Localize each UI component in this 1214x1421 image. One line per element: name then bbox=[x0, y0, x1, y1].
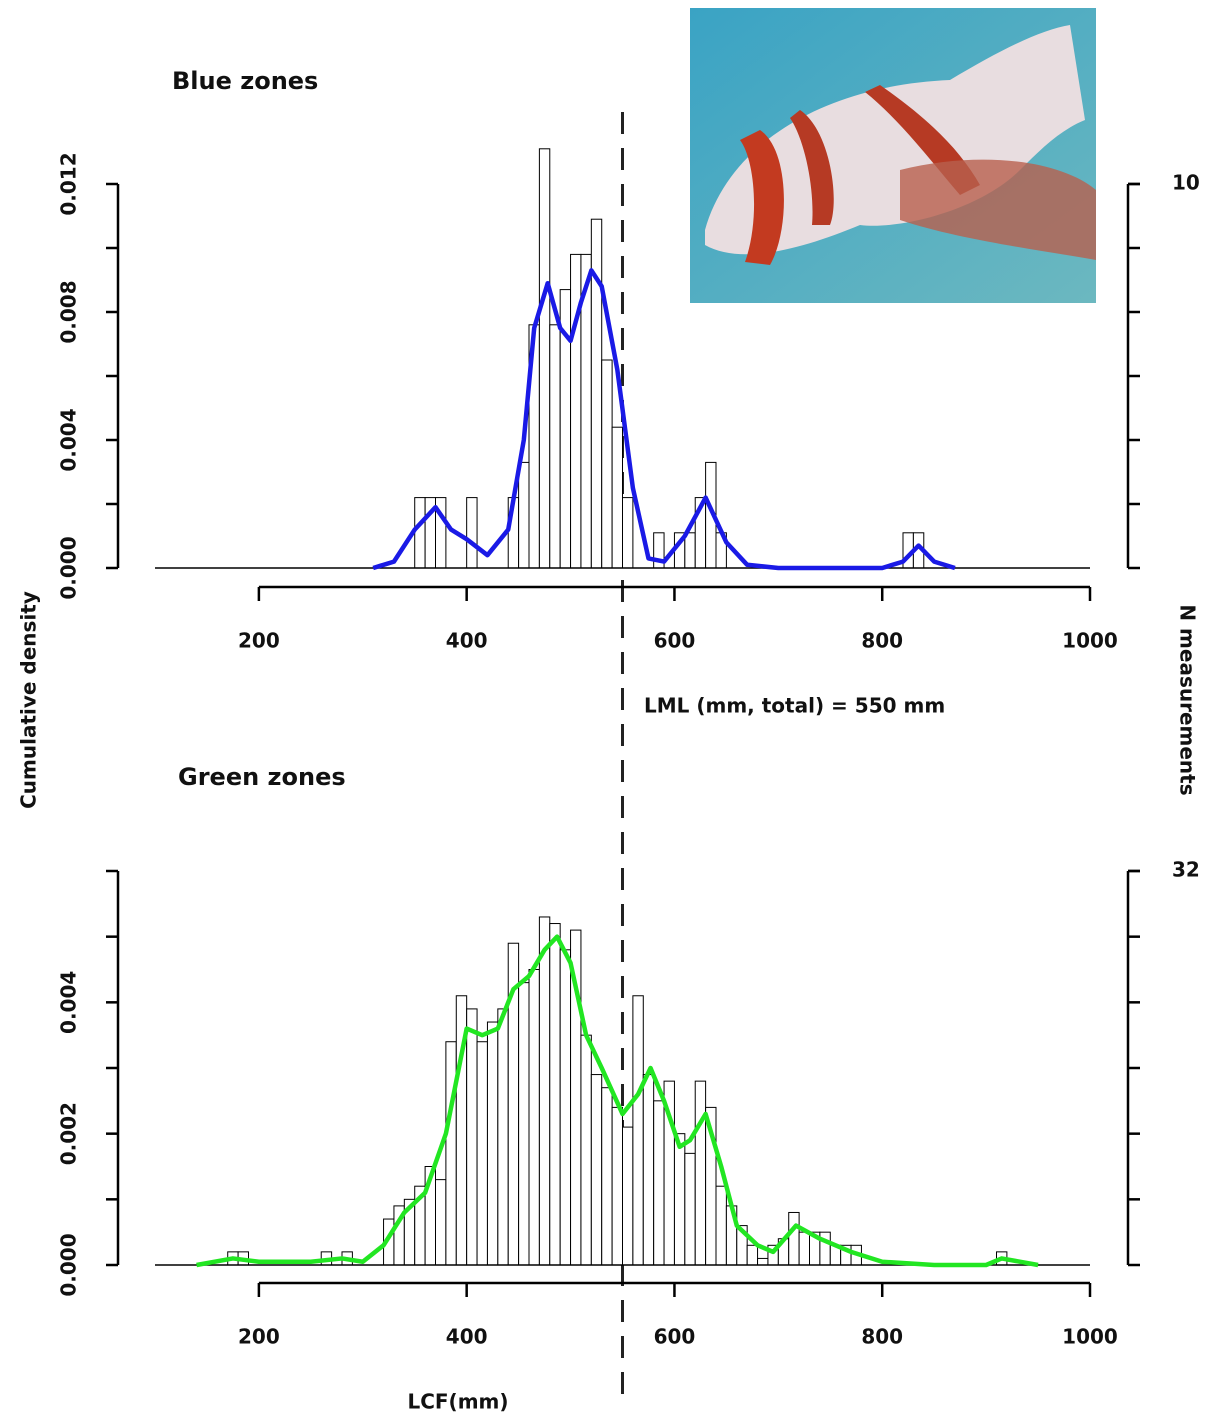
histogram-bar bbox=[497, 1008, 509, 1266]
x-tick-label: 1000 bbox=[1062, 1325, 1118, 1349]
histogram-bar bbox=[673, 1133, 686, 1266]
histogram-bar bbox=[788, 1211, 800, 1266]
fish-photo bbox=[690, 8, 1096, 303]
histogram-bar bbox=[590, 1074, 603, 1266]
y2-tick-label: 32 bbox=[1172, 858, 1200, 882]
y-tick-label: 0.000 bbox=[57, 1233, 81, 1296]
y-tick-label: 0.000 bbox=[57, 536, 81, 599]
x-tick-label: 600 bbox=[654, 629, 696, 653]
histogram-bar bbox=[601, 359, 613, 569]
y-tick-label: 0.008 bbox=[57, 280, 81, 343]
x-tick-label: 200 bbox=[238, 1325, 280, 1349]
histogram-bar bbox=[414, 497, 426, 569]
y-axis-label: Cumulative density bbox=[17, 591, 41, 809]
histogram-bar bbox=[518, 461, 530, 569]
histogram-bar bbox=[694, 1080, 707, 1266]
histogram-bar bbox=[538, 916, 551, 1266]
histogram-bar bbox=[642, 1074, 655, 1266]
histogram-bar bbox=[746, 1244, 759, 1266]
histogram-bar bbox=[466, 1008, 478, 1266]
histogram-bar bbox=[611, 426, 623, 569]
histogram-bar bbox=[580, 1034, 592, 1266]
histogram-bar bbox=[559, 949, 572, 1266]
panel-title: Green zones bbox=[178, 763, 346, 791]
x-tick-label: 1000 bbox=[1062, 629, 1118, 653]
histogram-bar bbox=[684, 532, 696, 569]
histogram-bar bbox=[632, 995, 644, 1266]
histogram-bar bbox=[798, 1231, 810, 1266]
histogram-bar bbox=[549, 324, 561, 569]
x-tick-label: 600 bbox=[654, 1325, 696, 1349]
histogram-bar bbox=[476, 1041, 488, 1266]
x-tick-label: 400 bbox=[446, 629, 488, 653]
histogram-bar bbox=[684, 1152, 696, 1266]
histogram-bar bbox=[445, 1041, 457, 1266]
histogram-bar bbox=[611, 1106, 623, 1266]
histogram-bar bbox=[715, 1185, 727, 1266]
y-tick-label: 0.012 bbox=[57, 152, 81, 215]
histogram-bar bbox=[486, 1021, 499, 1266]
histogram-bar bbox=[435, 1179, 447, 1266]
histogram-bar bbox=[528, 969, 540, 1266]
lml-annotation: LML (mm, total) = 550 mm bbox=[644, 694, 945, 718]
histogram-bar bbox=[601, 1087, 613, 1266]
histogram-bar bbox=[622, 497, 634, 569]
histogram-bar bbox=[622, 1126, 634, 1266]
histogram-bar bbox=[549, 923, 561, 1266]
histogram-bar bbox=[518, 982, 530, 1266]
histogram-bar bbox=[757, 1257, 769, 1266]
y-tick-label: 0.004 bbox=[57, 408, 81, 471]
x-tick-label: 800 bbox=[861, 629, 903, 653]
panel-title: Blue zones bbox=[172, 67, 318, 95]
density-curve bbox=[196, 934, 1039, 1268]
x-tick-label: 800 bbox=[861, 1325, 903, 1349]
y2-axis-label: N measurements bbox=[1176, 604, 1200, 795]
histogram-bar bbox=[538, 148, 551, 569]
x-axis-label: LCF(mm) bbox=[407, 1390, 508, 1414]
density-curve bbox=[372, 268, 956, 571]
y2-tick-label: 10 bbox=[1172, 171, 1200, 195]
x-tick-label: 200 bbox=[238, 629, 280, 653]
histogram-bar bbox=[653, 1100, 665, 1266]
y-tick-label: 0.002 bbox=[57, 1102, 81, 1165]
histogram-bar bbox=[466, 497, 478, 569]
x-tick-label: 400 bbox=[446, 1325, 488, 1349]
y-tick-label: 0.004 bbox=[57, 971, 81, 1034]
